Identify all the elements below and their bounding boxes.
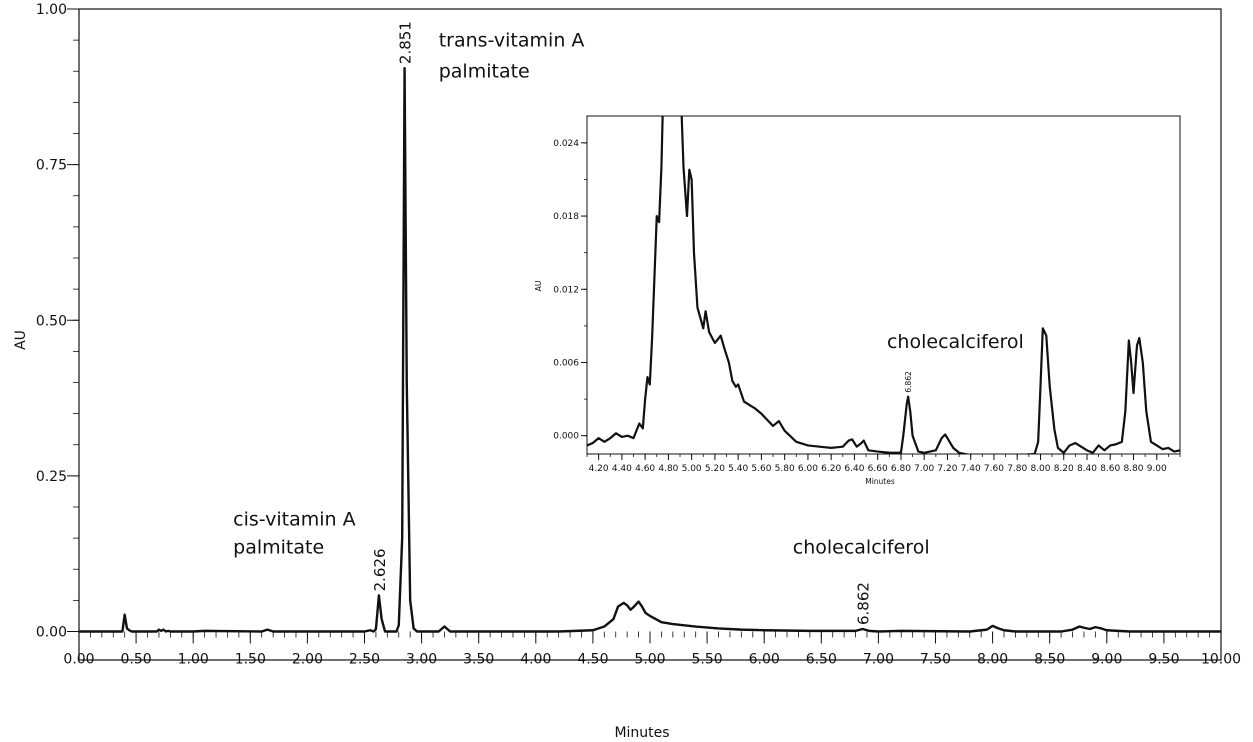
inset-x-tick-label: 8.60 bbox=[1100, 464, 1120, 474]
inset-plot-frame bbox=[586, 115, 1181, 455]
inset-annotations: cholecalciferol 6.862 bbox=[887, 331, 1024, 393]
main-plot-frame bbox=[78, 8, 1222, 661]
inset-axes: 4.20 4.40 4.60 4.80 5.00 5.20 5.40 5.60 5.80 6.00… bbox=[553, 139, 1181, 474]
inset-x-tick-label: 6.40 bbox=[844, 464, 864, 474]
inset-x-tick-label: 4.80 bbox=[658, 464, 678, 474]
main-annotation: palmitate bbox=[439, 60, 530, 82]
main-annotation: trans-vitamin A bbox=[439, 29, 585, 51]
main-x-tick-label: 1.50 bbox=[235, 652, 266, 668]
inset-chart: 4.20 4.40 4.60 4.80 5.00 5.20 5.40 5.60 5.80 6.00… bbox=[534, 115, 1181, 486]
main-chromatogram-trace bbox=[79, 66, 1221, 633]
inset-x-tick-label: 4.20 bbox=[589, 464, 609, 474]
main-annotation: palmitate bbox=[233, 537, 324, 559]
inset-x-tick-label: 7.60 bbox=[984, 464, 1004, 474]
main-x-tick-label: 0.00 bbox=[63, 652, 94, 668]
main-x-tick-label: 4.50 bbox=[577, 652, 608, 668]
main-x-tick-label: 9.50 bbox=[1148, 652, 1179, 668]
main-x-tick-label: 3.00 bbox=[406, 652, 437, 668]
main-x-tick-label: 0.50 bbox=[121, 652, 152, 668]
inset-annotation: cholecalciferol bbox=[887, 331, 1024, 353]
inset-x-tick-label: 9.00 bbox=[1147, 464, 1167, 474]
inset-x-tick-label: 6.60 bbox=[868, 464, 888, 474]
main-x-tick-label: 10.00 bbox=[1201, 652, 1241, 668]
main-x-tick-label: 1.00 bbox=[178, 652, 209, 668]
inset-x-tick-label: 5.40 bbox=[728, 464, 748, 474]
inset-chromatogram-trace bbox=[587, 116, 1180, 454]
inset-x-tick-label: 7.20 bbox=[937, 464, 957, 474]
inset-x-tick-label: 5.80 bbox=[775, 464, 795, 474]
inset-x-tick-label: 6.20 bbox=[821, 464, 841, 474]
inset-x-tick-label: 5.00 bbox=[682, 464, 702, 474]
main-x-tick-label: 6.00 bbox=[749, 652, 780, 668]
main-peak-label: 2.851 bbox=[397, 21, 415, 64]
main-x-tick-label: 7.00 bbox=[863, 652, 894, 668]
main-x-axis-label: Minutes bbox=[614, 725, 669, 741]
main-y-tick-label: 0.75 bbox=[36, 158, 67, 174]
inset-x-tick-label: 8.40 bbox=[1077, 464, 1097, 474]
main-x-tick-label: 7.50 bbox=[920, 652, 951, 668]
inset-y-axis-label: AU bbox=[534, 281, 543, 292]
main-x-tick-label: 2.50 bbox=[349, 652, 380, 668]
main-x-tick-label: 6.50 bbox=[806, 652, 837, 668]
inset-x-tick-label: 8.80 bbox=[1123, 464, 1143, 474]
inset-x-tick-label: 7.80 bbox=[1007, 464, 1027, 474]
inset-x-tick-label: 8.00 bbox=[1030, 464, 1050, 474]
inset-x-tick-label: 5.60 bbox=[751, 464, 771, 474]
main-y-tick-label: 0.25 bbox=[36, 469, 67, 485]
main-y-tick-label: 1.00 bbox=[36, 2, 67, 18]
inset-x-tick-label: 6.00 bbox=[798, 464, 818, 474]
inset-y-tick-label: 0.018 bbox=[553, 212, 579, 222]
inset-x-tick-label: 5.20 bbox=[705, 464, 725, 474]
main-x-tick-label: 8.50 bbox=[1034, 652, 1065, 668]
main-annotation: cis-vitamin A bbox=[233, 509, 355, 531]
main-x-tick-label: 9.00 bbox=[1091, 652, 1122, 668]
main-x-tick-label: 2.00 bbox=[292, 652, 323, 668]
main-x-tick-label: 5.50 bbox=[692, 652, 723, 668]
inset-y-tick-label: 0.006 bbox=[553, 358, 579, 368]
inset-x-tick-label: 8.20 bbox=[1054, 464, 1074, 474]
inset-x-tick-label: 4.40 bbox=[612, 464, 632, 474]
main-chart: 0.00 0.50 1.00 1.50 2.00 2.50 3.00 3.50 4.00 4.50… bbox=[13, 2, 1241, 741]
main-y-tick-label: 0.50 bbox=[36, 313, 67, 329]
main-y-tick-label: 0.00 bbox=[36, 625, 67, 641]
inset-x-tick-label: 4.60 bbox=[635, 464, 655, 474]
main-peak-label: 2.626 bbox=[371, 548, 389, 591]
main-peak-label: 6.862 bbox=[855, 582, 873, 625]
inset-x-axis-label: Minutes bbox=[865, 477, 895, 486]
inset-y-tick-label: 0.024 bbox=[553, 139, 579, 149]
main-x-tick-label: 8.00 bbox=[977, 652, 1008, 668]
inset-x-tick-label: 7.40 bbox=[961, 464, 981, 474]
inset-x-tick-label: 6.80 bbox=[891, 464, 911, 474]
inset-y-tick-label: 0.000 bbox=[553, 432, 579, 442]
main-annotation: cholecalciferol bbox=[793, 537, 930, 559]
main-x-tick-label: 4.00 bbox=[520, 652, 551, 668]
inset-x-tick-label: 7.00 bbox=[914, 464, 934, 474]
main-annotations: trans-vitamin A palmitate cis-vitamin A pal… bbox=[233, 21, 929, 625]
main-x-tick-label: 5.00 bbox=[634, 652, 665, 668]
main-axes: 0.00 0.50 1.00 1.50 2.00 2.50 3.00 3.50 4.00 4.50… bbox=[36, 2, 1241, 668]
main-x-tick-label: 3.50 bbox=[463, 652, 494, 668]
main-y-axis-label: AU bbox=[13, 330, 29, 350]
inset-peak-label: 6.862 bbox=[904, 371, 913, 393]
inset-y-tick-label: 0.012 bbox=[553, 285, 579, 295]
